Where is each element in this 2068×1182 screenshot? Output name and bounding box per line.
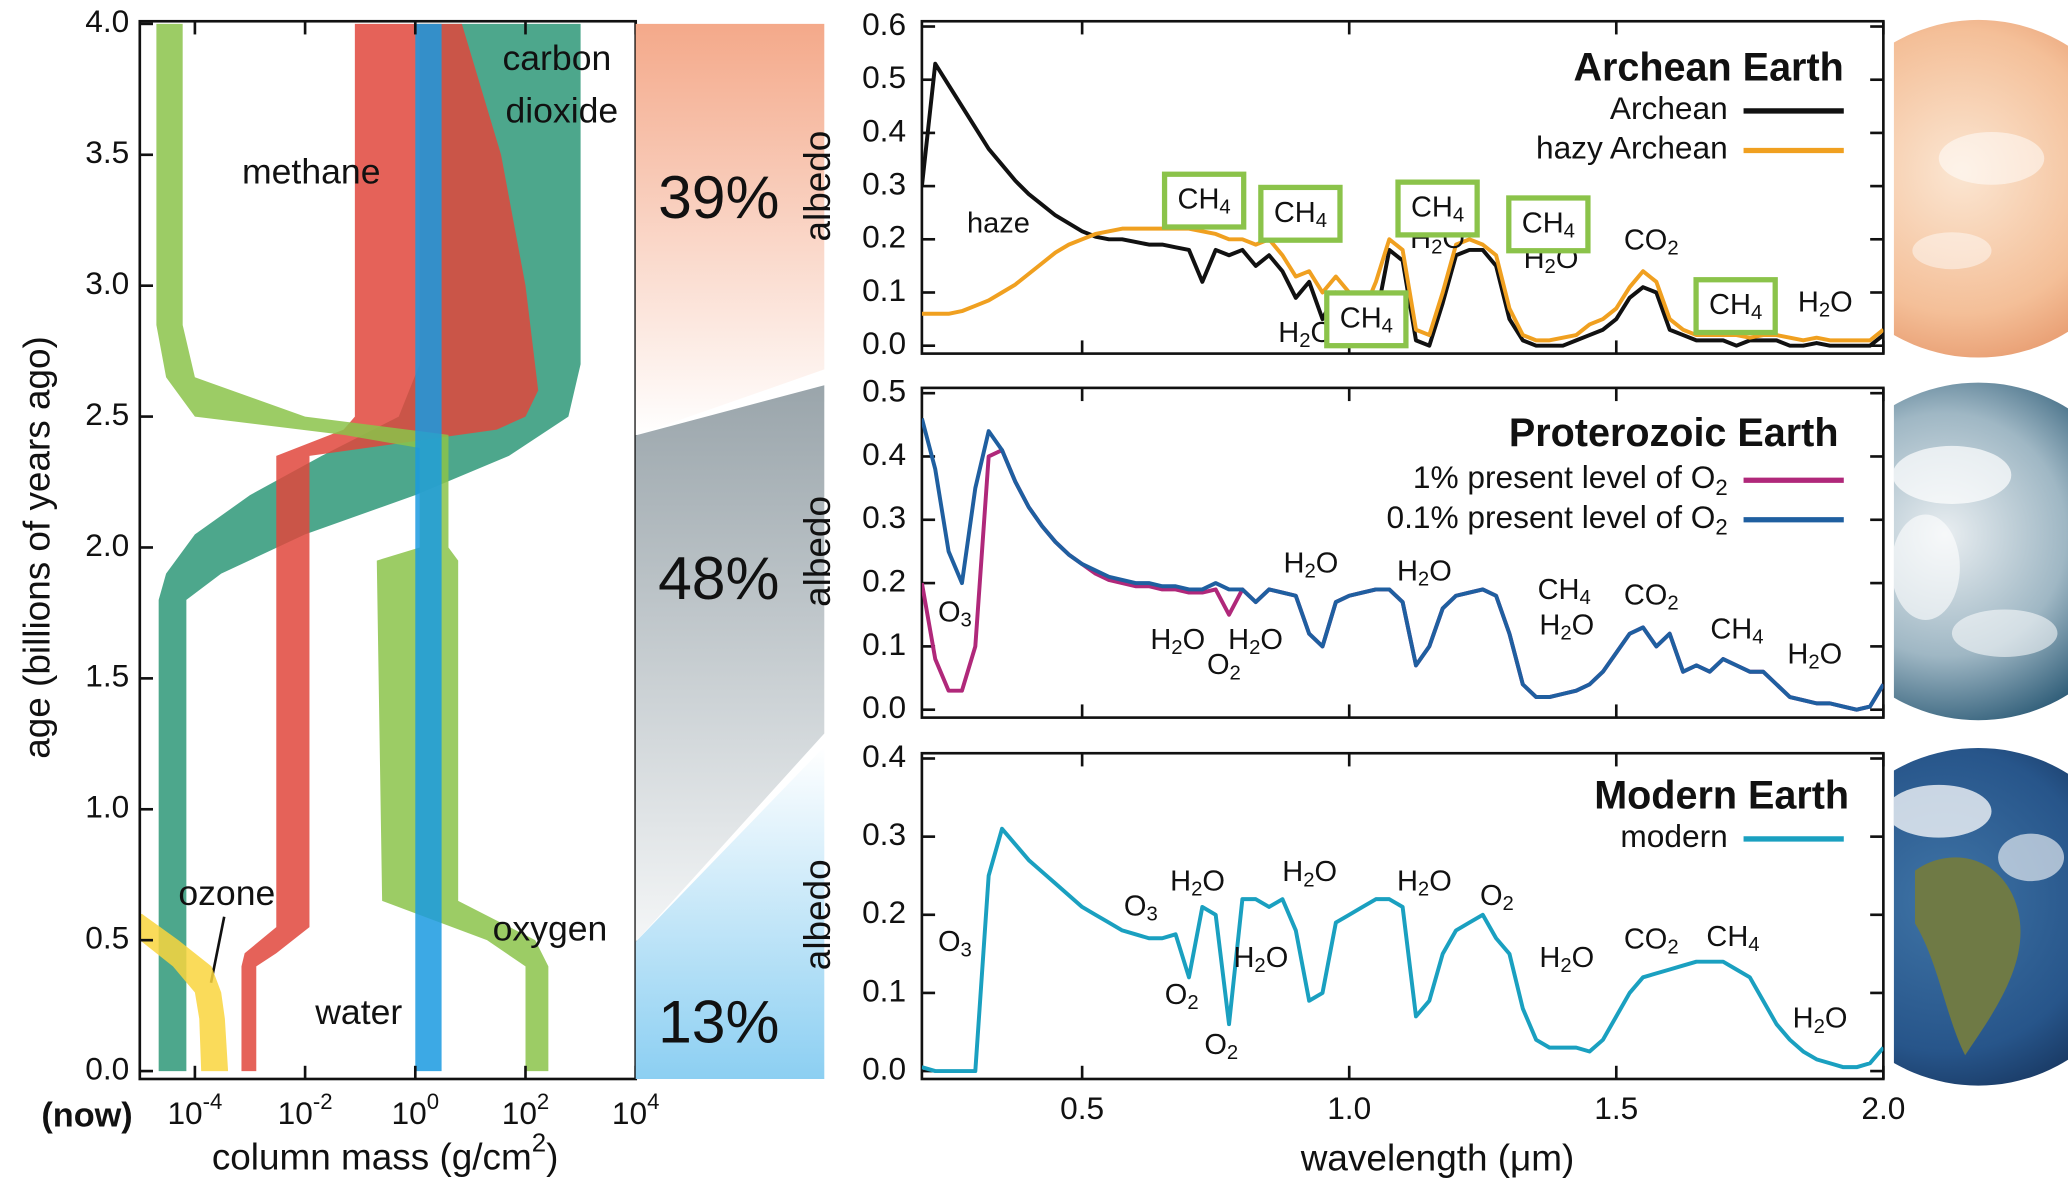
x-tick-label: 0.5	[1060, 1090, 1104, 1126]
y-tick-label: 0.2	[862, 562, 906, 598]
figure: age (billions of years ago) column mass …	[0, 0, 2068, 1182]
cloud	[1886, 785, 1992, 838]
y-tick-label: 0.4	[862, 112, 906, 148]
y-tick-label: 2.5	[85, 396, 129, 432]
cloud	[1998, 834, 2064, 881]
y-tick-label: 4.0	[85, 3, 129, 39]
x-axis-label: wavelength (μm)	[1300, 1138, 1575, 1179]
y-tick-label: 0.0	[862, 689, 906, 725]
x-tick-label: 10-2	[278, 1089, 333, 1131]
band	[415, 24, 441, 1071]
y-tick-label: 0.1	[862, 972, 906, 1008]
y-tick-label: 0.4	[862, 436, 906, 472]
y-tick-label: 3.0	[85, 265, 129, 301]
x-tick-label: 100	[392, 1089, 440, 1131]
y-tick-label: 0.3	[862, 816, 906, 852]
panel-title: Proterozoic Earth	[1509, 411, 1839, 455]
y-tick-label: 0.4	[862, 738, 906, 774]
x-tick-label: 102	[502, 1089, 550, 1131]
y-axis-label: age (billions of years ago)	[16, 336, 57, 759]
y-tick-label: 0.2	[862, 219, 906, 255]
x-tick-label: 1.0	[1327, 1090, 1371, 1126]
legend-label: modern	[1620, 818, 1727, 854]
series-label: methane	[242, 152, 381, 192]
x-tick-label: 10-4	[167, 1089, 222, 1131]
now-label: (now)	[41, 1096, 132, 1134]
y-tick-label: 0.1	[862, 626, 906, 662]
x-tick-label: 104	[612, 1089, 660, 1131]
x-axis-label: column mass (g/cm2)	[212, 1129, 559, 1177]
x-tick-label: 2.0	[1861, 1090, 1905, 1126]
y-tick-label: 0.0	[862, 1050, 906, 1086]
cloud	[1893, 446, 2012, 504]
y-axis-label: albedo	[797, 859, 838, 970]
y-tick-label: 0.5	[862, 373, 906, 409]
y-tick-label: 0.3	[862, 499, 906, 535]
cloud	[1891, 515, 1960, 621]
y-tick-label: 0.3	[862, 165, 906, 201]
legend-label: 1% present level of O2	[1413, 460, 1728, 500]
y-tick-label: 0.2	[862, 894, 906, 930]
legend-label: hazy Archean	[1536, 130, 1728, 166]
panel-title: Modern Earth	[1594, 774, 1849, 818]
annotation: haze	[967, 207, 1030, 239]
y-tick-label: 0.0	[862, 325, 906, 361]
y-axis-label: albedo	[797, 496, 838, 607]
y-tick-label: 0.5	[85, 920, 129, 956]
share-label: 48%	[658, 544, 779, 612]
cloud	[1952, 609, 2058, 656]
series-label: water	[314, 992, 402, 1032]
panel-title: Archean Earth	[1573, 45, 1843, 89]
y-tick-label: 0.0	[85, 1050, 129, 1086]
y-tick-label: 0.6	[862, 6, 906, 42]
y-tick-label: 0.1	[862, 272, 906, 308]
y-tick-label: 2.0	[85, 527, 129, 563]
y-axis-label: albedo	[797, 131, 838, 242]
series-label: oxygen	[493, 909, 608, 949]
series-label: ozone	[178, 873, 275, 913]
cloud	[1912, 232, 1991, 269]
x-tick-label: 1.5	[1594, 1090, 1638, 1126]
y-tick-label: 3.5	[85, 134, 129, 170]
legend-label: Archean	[1610, 90, 1728, 126]
y-tick-label: 0.5	[862, 59, 906, 95]
share-label: 13%	[658, 987, 779, 1055]
legend-label: 0.1% present level of O2	[1387, 499, 1728, 539]
share-label: 39%	[658, 163, 779, 231]
y-tick-label: 1.0	[85, 789, 129, 825]
cloud	[1939, 132, 2045, 185]
y-tick-label: 1.5	[85, 658, 129, 694]
